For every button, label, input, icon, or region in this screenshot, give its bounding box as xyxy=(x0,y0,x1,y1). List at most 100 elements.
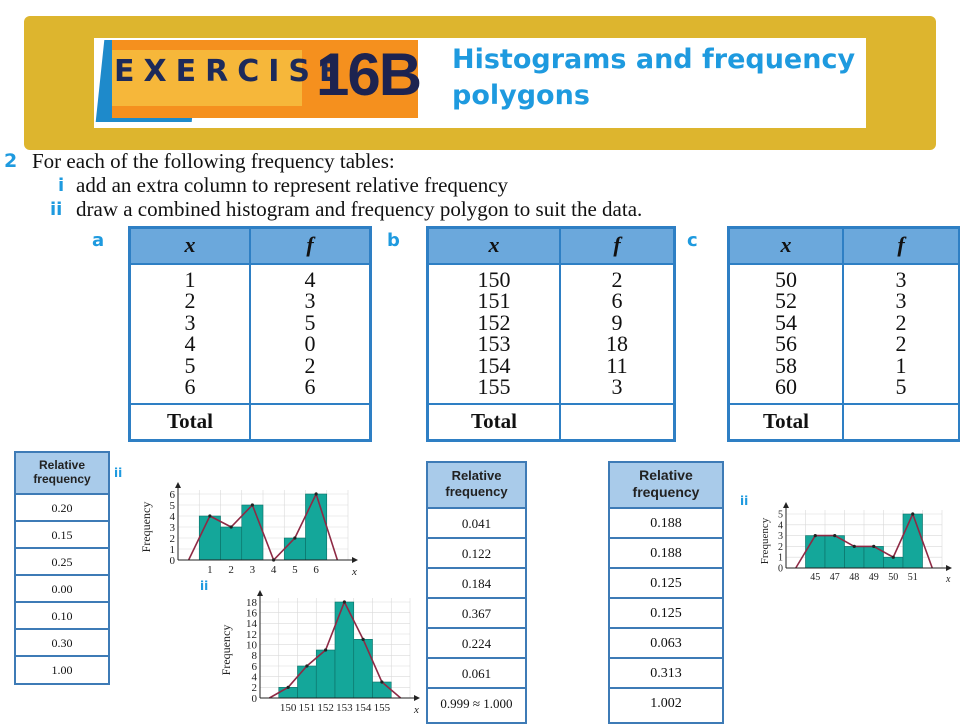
cell: 1 xyxy=(184,267,196,292)
header-x: x xyxy=(184,232,196,257)
header-divider xyxy=(429,263,673,265)
cell: 6 xyxy=(184,374,196,400)
column-divider xyxy=(559,229,561,439)
cell: 4 xyxy=(304,267,316,292)
y-axis-arrow xyxy=(783,502,789,508)
x-tick-label: 47 xyxy=(830,572,840,583)
y-tick-label: 5 xyxy=(170,500,176,512)
cell: 150 xyxy=(477,267,511,292)
y-tick-label: 3 xyxy=(778,531,783,542)
cell: 9 xyxy=(611,309,623,335)
x-tick-label: 2 xyxy=(228,564,234,576)
header-line: Relative xyxy=(639,467,693,483)
y-tick-label: 2 xyxy=(170,533,176,545)
part-ii-label: ii xyxy=(50,199,63,220)
y-tick-label: 10 xyxy=(246,640,258,652)
cell: 154 xyxy=(477,352,511,378)
histogram-bar xyxy=(220,526,243,561)
cell: 151 xyxy=(477,288,511,314)
polygon-point xyxy=(314,492,318,496)
cell: 11 xyxy=(606,352,628,378)
histogram-bar xyxy=(198,515,221,561)
table-cell: 0.367 xyxy=(428,597,525,629)
cell: 3 xyxy=(304,288,316,314)
part-ii-label-c: ii xyxy=(740,494,749,508)
cell: 152 xyxy=(477,309,511,335)
polygon-point xyxy=(361,637,365,641)
title-line-1: Histograms and frequency xyxy=(452,44,856,75)
table-cell: 0.15 xyxy=(16,520,108,549)
x-axis-label: x xyxy=(413,704,419,716)
histogram-bar xyxy=(883,556,904,569)
cell: 2 xyxy=(895,331,907,357)
table-cell: 0.25 xyxy=(16,547,108,576)
cell: 3 xyxy=(895,288,907,314)
cell: 2 xyxy=(304,352,316,378)
x-tick-label: 51 xyxy=(908,572,918,583)
table-cell: 0.061 xyxy=(428,657,525,689)
frequency-polygon xyxy=(268,600,402,699)
header-line: frequency xyxy=(632,484,700,500)
x-axis-arrow xyxy=(352,557,358,563)
x-tick-label: 151 xyxy=(299,702,316,714)
table-cell: 0.188 xyxy=(610,507,722,539)
y-axis-arrow xyxy=(175,482,181,488)
y-tick-label: 4 xyxy=(170,511,176,523)
table-cell-total: 0.999 ≈ 1.000 xyxy=(428,687,525,722)
polygon-point xyxy=(872,544,876,548)
cell: 0 xyxy=(304,331,316,357)
table-b-label: b xyxy=(387,230,400,251)
header-x: x xyxy=(488,232,500,257)
part-i-label: i xyxy=(58,175,65,196)
cell: 56 xyxy=(775,331,797,357)
frequency-polygon xyxy=(795,511,934,569)
total-label: Total xyxy=(167,409,213,433)
cell: 3 xyxy=(895,267,907,292)
histogram-bar xyxy=(805,535,826,569)
total-divider xyxy=(730,403,958,405)
x-tick-label: 48 xyxy=(849,572,859,583)
y-axis-label: Frequency xyxy=(759,517,771,564)
y-tick-label: 18 xyxy=(246,597,258,609)
part-i-text: add an extra column to represent relativ… xyxy=(76,173,509,197)
column-divider xyxy=(249,229,251,439)
cell: 2 xyxy=(611,267,623,292)
polygon-point xyxy=(286,685,290,689)
cell: 54 xyxy=(775,309,797,335)
table-cell: 0.224 xyxy=(428,627,525,659)
y-tick-label: 4 xyxy=(778,520,783,531)
y-axis-label: Frequency xyxy=(219,625,233,676)
cell: 2 xyxy=(895,309,907,335)
column-divider xyxy=(842,229,844,439)
frequency-polygon xyxy=(187,491,339,562)
y-tick-label: 12 xyxy=(246,629,257,641)
histogram-bar xyxy=(844,546,865,569)
cell: 6 xyxy=(304,374,316,400)
histogram-bar xyxy=(297,665,317,699)
y-axis-label: Frequency xyxy=(139,502,153,553)
polygon-point xyxy=(813,534,817,538)
cell: 5 xyxy=(895,374,907,400)
relative-frequency-table-a: Relative frequency 0.20 0.15 0.25 0.00 0… xyxy=(14,451,110,685)
cell: 3 xyxy=(611,374,623,400)
cell: 2 xyxy=(184,288,196,314)
cell: 6 xyxy=(611,288,623,314)
table-c-label: c xyxy=(687,230,698,251)
polygon-point xyxy=(891,555,895,559)
table-cell: 0.063 xyxy=(610,627,722,659)
cell: 50 xyxy=(775,267,797,292)
polygon-point xyxy=(324,648,328,652)
polygon-point xyxy=(293,536,297,540)
polygon-point xyxy=(342,600,346,604)
part-ii-label-a: ii xyxy=(114,466,123,480)
question-stem: For each of the following frequency tabl… xyxy=(32,149,395,173)
histogram-bar xyxy=(824,535,845,569)
table-cell: 0.125 xyxy=(610,567,722,599)
cell: 60 xyxy=(775,374,797,400)
cell: 3 xyxy=(184,309,196,335)
x-tick-label: 50 xyxy=(888,572,898,583)
y-tick-label: 14 xyxy=(246,618,258,630)
